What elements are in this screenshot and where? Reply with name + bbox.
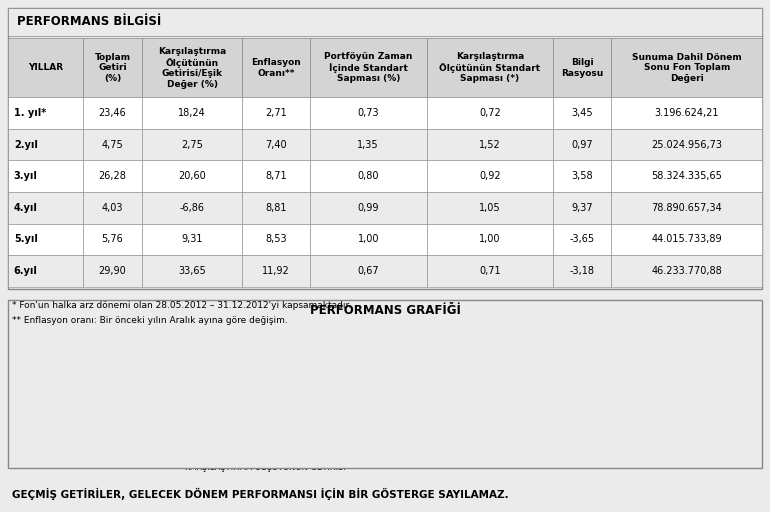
Text: 0,99: 0,99 [357,203,379,213]
Text: 11,92: 11,92 [262,266,290,276]
Text: 46.233.770,88: 46.233.770,88 [651,266,722,276]
Text: 11,92%: 11,92% [387,406,424,416]
Text: Bilgi
Rasyosu: Bilgi Rasyosu [561,58,603,77]
Text: 0,72: 0,72 [479,108,500,118]
Text: 5,76: 5,76 [102,234,123,244]
Text: 58.324.335,65: 58.324.335,65 [651,171,722,181]
Text: 0,92: 0,92 [479,171,500,181]
Text: 26,28: 26,28 [99,171,126,181]
Text: 25.024.956,73: 25.024.956,73 [651,140,722,150]
Bar [89,358,165,458]
Text: -3,65: -3,65 [570,234,594,244]
Text: PERFORMANS BİLGİSİ: PERFORMANS BİLGİSİ [17,15,161,28]
Text: 4,03: 4,03 [102,203,123,213]
Text: 8,71: 8,71 [265,171,286,181]
Text: 1,05: 1,05 [479,203,500,213]
Text: 3,45: 3,45 [571,108,593,118]
Text: YILLAR: YILLAR [28,63,63,72]
Bar [227,346,304,458]
Text: Karşılaştırma
Ölçütünün
Getirisi/Eşik
Değer (%): Karşılaştırma Ölçütünün Getirisi/Eşik De… [158,47,226,89]
Text: 4,75: 4,75 [102,140,123,150]
Text: 1,00: 1,00 [479,234,500,244]
Text: Enflasyon
Oranı**: Enflasyon Oranı** [251,58,301,77]
Text: 1,52: 1,52 [479,140,500,150]
Text: 5.yıl: 5.yıl [14,234,38,244]
Text: * Fon'un halka arz dönemi olan 28.05.2012 – 31.12.2012'yi kapsamaktadır.: * Fon'un halka arz dönemi olan 28.05.201… [12,301,351,310]
Text: ** Enflasyon oranı: Bir önceki yılın Aralık ayına göre değişim.: ** Enflasyon oranı: Bir önceki yılın Ara… [12,316,287,325]
Text: -6,86: -6,86 [179,203,205,213]
Text: 20,60: 20,60 [179,171,206,181]
Text: 0,73: 0,73 [357,108,379,118]
Text: 6.yıl: 6.yıl [14,266,38,276]
Text: 2.yıl: 2.yıl [14,140,38,150]
Text: 4.yıl: 4.yıl [14,203,38,213]
Text: 1. yıl*: 1. yıl* [14,108,46,118]
Text: Portföyün Zaman
İçinde Standart
Sapması (%): Portföyün Zaman İçinde Standart Sapması … [324,52,413,83]
Text: 0,97: 0,97 [571,140,593,150]
Text: 0,67: 0,67 [357,266,379,276]
Text: 29,90%: 29,90% [108,346,145,356]
Text: 9,37: 9,37 [571,203,593,213]
Text: 1,35: 1,35 [357,140,379,150]
Text: 7,40: 7,40 [265,140,286,150]
Text: 33,65: 33,65 [179,266,206,276]
Text: 23,46: 23,46 [99,108,126,118]
Text: 33,65%: 33,65% [247,333,284,344]
Text: 3.196.624,21: 3.196.624,21 [654,108,719,118]
Text: 44.015.733,89: 44.015.733,89 [651,234,722,244]
Text: GEÇMİŞ GETİRİLER, GELECEK DÖNEM PERFORMANSI İÇİN BİR GÖSTERGE SAYILAMAZ.: GEÇMİŞ GETİRİLER, GELECEK DÖNEM PERFORMA… [12,488,508,500]
Text: 0,80: 0,80 [357,171,379,181]
Text: Sunuma Dahil Dönem
Sonu Fon Toplam
Değeri: Sunuma Dahil Dönem Sonu Fon Toplam Değer… [632,53,742,83]
Text: Toplam
Getiri
(%): Toplam Getiri (%) [95,53,131,83]
Text: 1,00: 1,00 [357,234,379,244]
Text: PERFORMANS GRAFİĞİ: PERFORMANS GRAFİĞİ [310,304,460,317]
Text: 29,90: 29,90 [99,266,126,276]
Text: 2,71: 2,71 [265,108,287,118]
Text: 3,58: 3,58 [571,171,593,181]
Text: 18,24: 18,24 [179,108,206,118]
Text: 9,31: 9,31 [182,234,203,244]
Text: 8,81: 8,81 [265,203,286,213]
Text: 3.yıl: 3.yıl [14,171,38,181]
Text: 8,53: 8,53 [265,234,286,244]
Text: 2,75: 2,75 [181,140,203,150]
Text: 78.890.657,34: 78.890.657,34 [651,203,722,213]
Text: -3,18: -3,18 [570,266,594,276]
Text: 0,71: 0,71 [479,266,500,276]
Bar [367,418,443,458]
Text: Karşılaştırma
Ölçütünün Standart
Sapması (*): Karşılaştırma Ölçütünün Standart Sapması… [439,52,541,83]
